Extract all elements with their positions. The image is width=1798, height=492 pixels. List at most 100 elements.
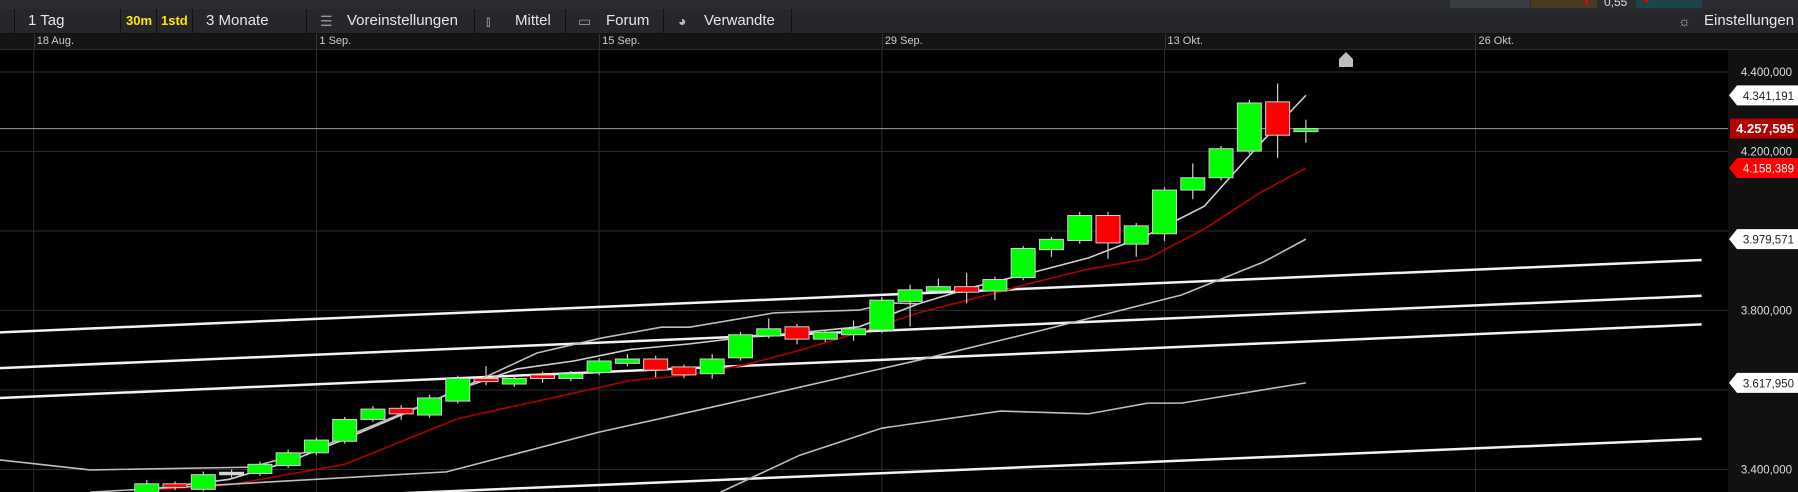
candle-body-up bbox=[614, 358, 640, 364]
candle-body-up bbox=[727, 334, 753, 359]
candle-body-up bbox=[501, 377, 527, 385]
candle bbox=[190, 471, 216, 492]
divider bbox=[474, 9, 475, 33]
candle-body-up bbox=[1010, 247, 1036, 279]
candle bbox=[614, 354, 640, 367]
price-badge-shape bbox=[1729, 229, 1798, 250]
price-badge-label: 4.257,595 bbox=[1736, 121, 1794, 136]
candle bbox=[643, 355, 669, 378]
candle-body-up bbox=[925, 286, 951, 292]
candle-body-up bbox=[1067, 214, 1093, 242]
candle bbox=[530, 371, 556, 383]
candle-body-up bbox=[190, 474, 216, 490]
candle bbox=[1236, 99, 1262, 154]
divider bbox=[14, 9, 15, 33]
interval-1std-button[interactable]: 1std bbox=[161, 13, 188, 28]
price-tick-label: 3.400,000 bbox=[1741, 465, 1792, 477]
candle bbox=[897, 284, 923, 327]
price-badge-shape bbox=[1730, 118, 1798, 139]
price-badge-shape bbox=[1729, 158, 1798, 179]
candle-body-up bbox=[360, 408, 386, 420]
price-badge-label: 3.617,950 bbox=[1743, 378, 1794, 390]
candle-body-down bbox=[1095, 214, 1121, 244]
candle bbox=[756, 318, 782, 339]
candle bbox=[841, 320, 867, 341]
candle bbox=[501, 375, 527, 387]
price-badge-label: 4.158,389 bbox=[1743, 164, 1794, 176]
candle-body-up bbox=[275, 452, 301, 467]
indicators-label: Mittel bbox=[515, 12, 551, 29]
candle-body-up bbox=[445, 377, 471, 402]
date-tick-divider bbox=[881, 34, 883, 49]
divider bbox=[791, 9, 792, 33]
price-badge-shape bbox=[1729, 372, 1798, 393]
divider bbox=[120, 9, 121, 33]
ticker-value: 0,55 bbox=[1604, 0, 1628, 9]
candle-body-up bbox=[1123, 225, 1149, 245]
trend-line bbox=[0, 323, 1702, 400]
presets-label: Voreinstellungen bbox=[347, 12, 458, 29]
candle-body-down bbox=[162, 483, 188, 488]
price-badge-shape bbox=[1729, 85, 1798, 106]
candle bbox=[1067, 211, 1093, 244]
candle bbox=[162, 481, 188, 491]
price-tick-label: 4.200,000 bbox=[1741, 147, 1792, 159]
interval-30m-button[interactable]: 30m bbox=[126, 13, 153, 28]
candle-body-down bbox=[643, 358, 669, 371]
candle-body-up bbox=[812, 331, 838, 340]
candle bbox=[982, 276, 1008, 301]
related-label: Verwandte bbox=[704, 12, 775, 29]
candle bbox=[388, 405, 414, 420]
candle-body-down bbox=[388, 407, 414, 415]
price-badge: 4.257,595 bbox=[1730, 118, 1798, 139]
price-badge-label: 3.979,571 bbox=[1743, 235, 1794, 247]
candle-body-up bbox=[332, 418, 358, 442]
candle-body-up bbox=[1038, 238, 1064, 251]
candle bbox=[332, 417, 358, 444]
chart-toolbar: 1 Tag 30m 1std 3 Monate ☰ Voreinstellung… bbox=[0, 9, 1798, 34]
candle bbox=[247, 461, 273, 476]
settings-label: Einstellungen bbox=[1704, 12, 1795, 29]
candle bbox=[473, 366, 499, 386]
price-badge: 3.979,571 bbox=[1729, 229, 1798, 250]
divider bbox=[565, 9, 566, 33]
candle bbox=[360, 405, 386, 422]
indicator-line bbox=[146, 94, 1307, 491]
divider bbox=[663, 9, 664, 33]
candle bbox=[1208, 145, 1234, 181]
candle bbox=[1123, 223, 1149, 257]
price-tick-label: 3.800,000 bbox=[1741, 306, 1792, 318]
range-button[interactable]: 3 Monate bbox=[206, 12, 269, 29]
candle-body-down bbox=[954, 286, 980, 293]
indicator-line bbox=[146, 167, 1307, 492]
candle bbox=[1265, 83, 1291, 158]
candle-body-up bbox=[1208, 148, 1234, 179]
candle bbox=[727, 331, 753, 361]
candle-body-up bbox=[897, 289, 923, 302]
date-tick-divider bbox=[599, 34, 601, 49]
plot-area bbox=[0, 50, 1728, 492]
candle bbox=[812, 329, 838, 342]
price-tick-label: 4.400,000 bbox=[1741, 67, 1792, 79]
price-badge-label: 4.341,191 bbox=[1743, 91, 1794, 103]
candle-body-down bbox=[784, 326, 810, 340]
scroll-to-latest-icon bbox=[1339, 52, 1353, 67]
candle-body-up bbox=[586, 360, 612, 374]
candle bbox=[445, 375, 471, 404]
candle bbox=[417, 394, 442, 418]
candle-body-up bbox=[417, 397, 442, 416]
date-tick-label: 1 Sep. bbox=[319, 35, 352, 47]
price-badge: 4.158,389 bbox=[1729, 158, 1798, 179]
candle-body-up bbox=[1152, 189, 1178, 235]
indicator-line bbox=[90, 238, 1307, 492]
candle-body-up bbox=[1180, 177, 1206, 191]
period-button[interactable]: 1 Tag bbox=[28, 12, 65, 29]
candle-body-up bbox=[699, 358, 725, 375]
date-tick-divider bbox=[316, 34, 318, 49]
candle bbox=[586, 358, 612, 376]
candle-body-up bbox=[982, 278, 1008, 292]
candle-body-up bbox=[134, 483, 160, 492]
ticker-box-teal: ▼ bbox=[1636, 0, 1702, 8]
ticker-box-brown: ▼ bbox=[1531, 0, 1597, 8]
